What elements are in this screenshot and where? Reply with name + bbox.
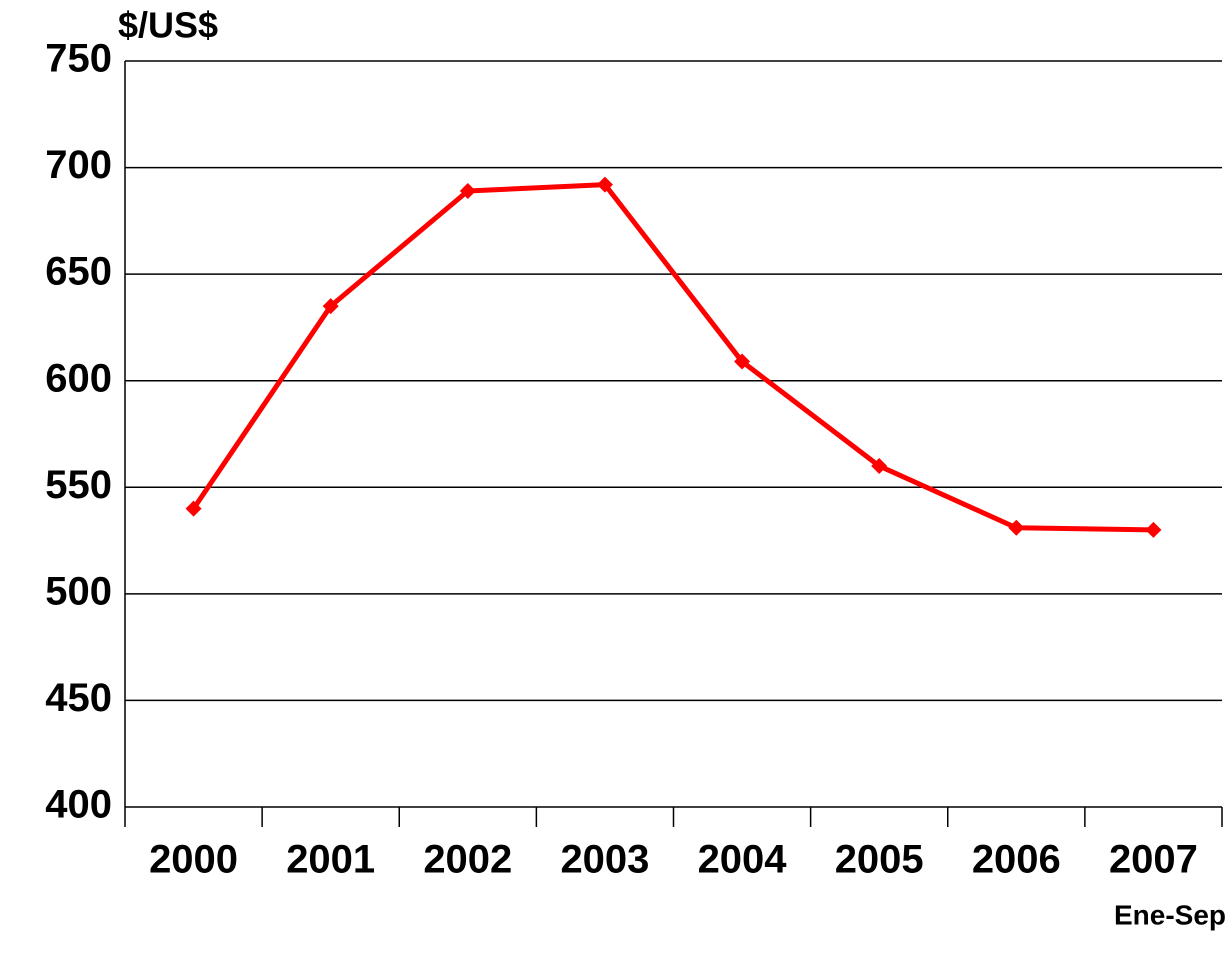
marker [734,353,751,370]
x-tick-label: 2000 [149,838,238,882]
marker [596,176,613,193]
marker [871,457,888,474]
marker [1145,521,1162,538]
annotation: Ene-Sep [1114,899,1226,930]
x-tick-label: 2001 [286,838,375,882]
marker [185,500,202,517]
line [191,182,1154,533]
x-tick-label: 2005 [835,838,924,882]
chart-title: $/US$ [118,5,218,46]
y-tick-label: 500 [45,569,112,613]
marker [459,183,476,200]
y-tick-label: 700 [45,143,112,187]
x-tick-label: 2006 [972,838,1061,882]
x-tick-label: 2004 [698,838,788,882]
y-tick-label: 450 [45,676,112,720]
y-tick-label: 400 [45,783,112,827]
y-tick-label: 550 [45,463,112,507]
y-tick-label: 650 [45,250,112,294]
x-tick-label: 2002 [423,838,512,882]
y-tick-label: 750 [45,37,112,81]
x-tick-label: 2003 [560,838,649,882]
marker [322,298,339,315]
y-tick-label: 600 [45,356,112,400]
x-tick-label: 2007 [1109,838,1198,882]
marker [1008,519,1025,536]
